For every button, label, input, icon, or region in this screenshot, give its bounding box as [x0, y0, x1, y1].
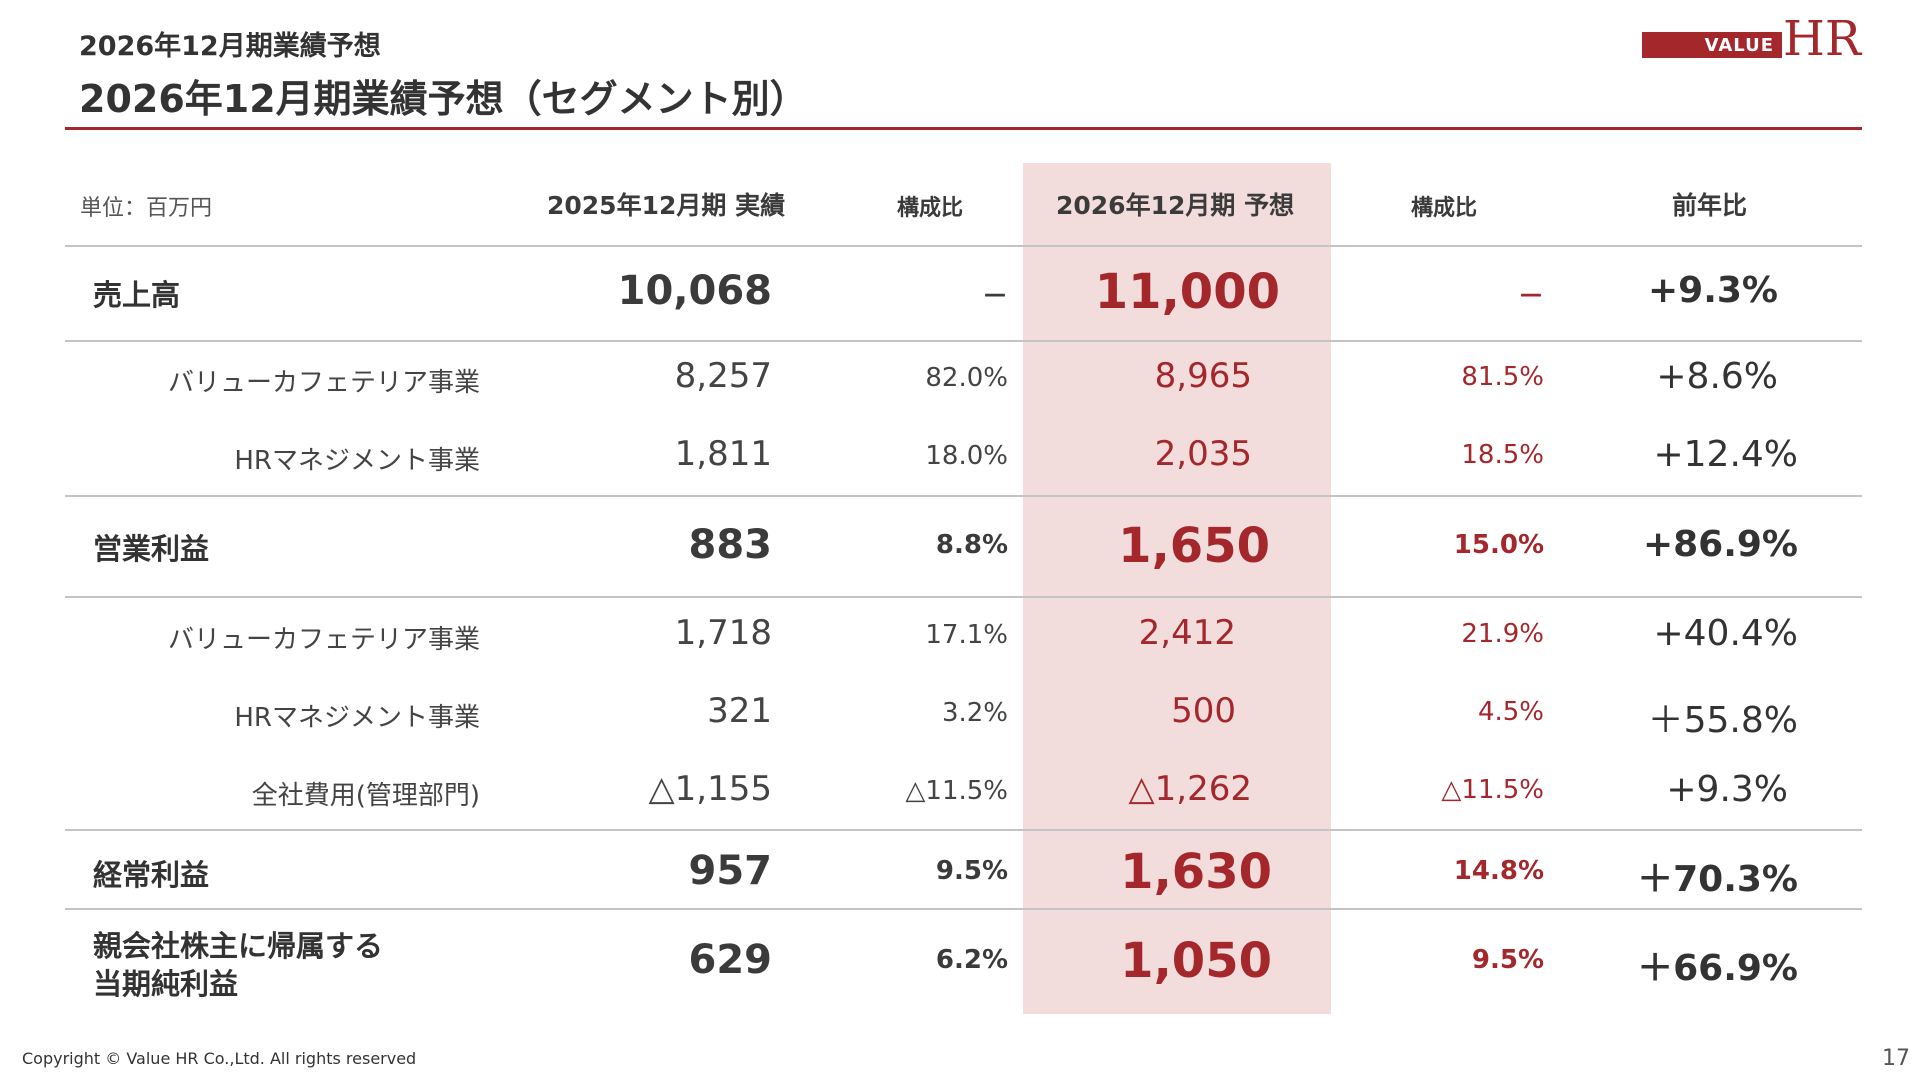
copyright: Copyright © Value HR Co.,Ltd. All rights… — [22, 1049, 417, 1068]
divider — [65, 829, 1862, 831]
actual-value: 957 — [688, 848, 773, 894]
company-logo: VALUE HR — [1642, 11, 1862, 67]
forecast-value: 1,050 — [1120, 933, 1272, 989]
actual-ratio: 17.1% — [925, 620, 1008, 650]
row-label-line2: 当期純利益 — [93, 967, 239, 1001]
actual-value: 8,257 — [674, 356, 772, 396]
forecast-ratio: 21.9% — [1461, 619, 1544, 649]
actual-ratio: － — [981, 282, 1008, 312]
actual-ratio: 82.0% — [925, 363, 1008, 393]
yoy-value: ＋55.8% — [1647, 700, 1798, 741]
actual-value: 1,718 — [674, 613, 772, 653]
unit-label: 単位：百万円 — [80, 196, 213, 221]
page-subtitle: 2026年12月期業績予想 — [79, 31, 381, 62]
actual-value: 629 — [688, 937, 773, 983]
yoy-value: +40.4% — [1653, 613, 1798, 654]
actual-ratio: 6.2% — [935, 945, 1008, 975]
forecast-value: 11,000 — [1094, 264, 1280, 320]
forecast-ratio: 81.5% — [1461, 362, 1544, 392]
actual-value: △1,155 — [648, 769, 772, 809]
forecast-value: 2,035 — [1154, 434, 1252, 474]
actual-value: 321 — [707, 691, 772, 731]
page-number: 17 — [1882, 1046, 1910, 1071]
actual-value: 1,811 — [674, 434, 772, 474]
forecast-value: 1,630 — [1120, 844, 1272, 900]
row-label: バリューカフェテリア事業 — [167, 368, 480, 398]
actual-ratio: 3.2% — [941, 698, 1008, 728]
forecast-value: 2,412 — [1138, 613, 1236, 653]
forecast-ratio: 14.8% — [1453, 856, 1544, 886]
logo-hr-text: HR — [1783, 11, 1861, 67]
row-label: バリューカフェテリア事業 — [167, 625, 480, 655]
forecast-ratio: △11.5% — [1441, 775, 1544, 805]
col-header-yoy: 前年比 — [1672, 191, 1748, 220]
forecast-value: 1,650 — [1118, 518, 1270, 574]
row-label: HRマネジメント事業 — [234, 703, 480, 733]
forecast-value: 500 — [1171, 691, 1236, 731]
forecast-column-highlight — [1023, 163, 1331, 1014]
forecast-ratio: 4.5% — [1477, 697, 1544, 727]
forecast-ratio: － — [1517, 282, 1544, 312]
actual-ratio: △11.5% — [905, 776, 1008, 806]
divider — [65, 908, 1862, 910]
row-label: 全社費用(管理部門) — [251, 781, 480, 811]
divider — [65, 340, 1862, 342]
forecast-value: 8,965 — [1154, 356, 1252, 396]
logo-value-bar: VALUE — [1642, 32, 1782, 58]
row-label: 経常利益 — [93, 858, 210, 892]
page-title: 2026年12月期業績予想（セグメント別） — [79, 77, 808, 121]
divider — [65, 245, 1862, 247]
row-label: 営業利益 — [93, 532, 210, 566]
row-label-line1: 親会社株主に帰属する — [93, 929, 384, 963]
actual-value: 10,068 — [617, 268, 772, 314]
yoy-value: +86.9% — [1642, 524, 1798, 565]
col-header-forecast: 2026年12月期 予想 — [1056, 191, 1295, 220]
row-label: 売上高 — [93, 278, 181, 312]
divider — [65, 495, 1862, 497]
col-header-actual: 2025年12月期 実績 — [547, 191, 786, 220]
col-header-forecast-ratio: 構成比 — [1411, 196, 1478, 221]
forecast-ratio: 18.5% — [1461, 440, 1544, 470]
yoy-value: +9.3% — [1647, 270, 1778, 311]
divider — [65, 596, 1862, 598]
yoy-value: ＋70.3% — [1637, 859, 1798, 900]
yoy-value: +9.3% — [1666, 769, 1788, 810]
actual-ratio: 18.0% — [925, 441, 1008, 471]
yoy-value: +12.4% — [1653, 434, 1798, 475]
forecast-value: △1,262 — [1128, 769, 1252, 809]
forecast-ratio: 9.5% — [1471, 945, 1544, 975]
actual-value: 883 — [688, 522, 773, 568]
col-header-actual-ratio: 構成比 — [897, 196, 964, 221]
yoy-value: ＋66.9% — [1637, 948, 1798, 989]
title-underline — [65, 127, 1862, 130]
actual-ratio: 9.5% — [935, 856, 1008, 886]
row-label: HRマネジメント事業 — [234, 446, 480, 476]
yoy-value: +8.6% — [1656, 356, 1778, 397]
actual-ratio: 8.8% — [935, 530, 1008, 560]
forecast-ratio: 15.0% — [1453, 530, 1544, 560]
